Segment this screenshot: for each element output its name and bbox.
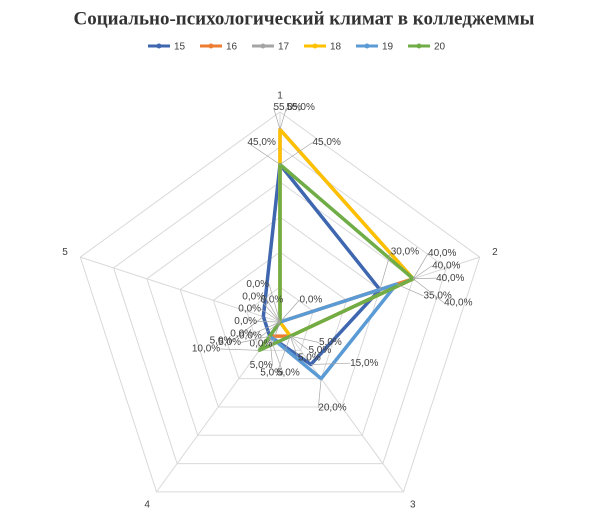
legend-marker xyxy=(364,43,370,49)
data-label: 5,0% xyxy=(218,337,241,348)
leader-line xyxy=(260,308,281,323)
leader-line xyxy=(279,142,313,165)
data-label: 55,0% xyxy=(287,102,315,113)
series-line xyxy=(261,162,382,367)
data-label: 15,0% xyxy=(350,358,378,369)
data-label: 40,0% xyxy=(432,260,460,271)
data-label: 0,0% xyxy=(300,295,323,306)
leader-line xyxy=(232,316,264,341)
leader-line xyxy=(240,335,270,343)
leader-line xyxy=(379,251,392,290)
axis-label: 4 xyxy=(144,499,150,510)
leader-line xyxy=(247,142,281,165)
leader-line xyxy=(412,278,445,304)
legend-marker xyxy=(312,43,318,49)
leader-line xyxy=(268,284,281,323)
grid-ring xyxy=(179,216,381,408)
leader-line xyxy=(290,335,309,351)
grid-ring xyxy=(79,111,481,493)
leader-line xyxy=(276,336,291,374)
data-label: 45,0% xyxy=(313,137,341,148)
legend-marker xyxy=(260,43,266,49)
legend-marker xyxy=(416,43,422,49)
data-label: 45,0% xyxy=(248,137,276,148)
data-label: 35,0% xyxy=(423,291,451,302)
data-label: 0,0% xyxy=(242,291,265,302)
legend-marker xyxy=(208,43,214,49)
data-label: 5,0% xyxy=(308,345,331,356)
data-label: 55,0% xyxy=(274,102,302,113)
axis-label: 1 xyxy=(277,91,283,102)
leader-line xyxy=(396,283,424,297)
leader-line xyxy=(269,336,284,374)
data-label: 40,0% xyxy=(436,273,464,284)
leader-line xyxy=(271,321,281,344)
leader-line xyxy=(310,362,351,365)
data-label: 5,0% xyxy=(277,368,300,379)
legend-label: 17 xyxy=(278,42,290,53)
legend-label: 15 xyxy=(174,42,186,53)
axis-label: 2 xyxy=(492,247,498,258)
leader-line xyxy=(279,107,287,130)
data-label: 5,0% xyxy=(210,335,233,346)
data-label: 20,0% xyxy=(318,403,346,414)
leader-line xyxy=(257,321,281,323)
leader-line xyxy=(260,299,281,323)
series-line xyxy=(257,162,415,353)
data-label: 40,0% xyxy=(428,248,456,259)
leader-line xyxy=(269,336,273,366)
grid-ring xyxy=(146,181,414,436)
data-label: 5,0% xyxy=(260,368,283,379)
data-label: 40,0% xyxy=(444,297,472,308)
data-label: 0,0% xyxy=(261,295,284,306)
legend-label: 18 xyxy=(330,42,342,53)
data-label: 0,0% xyxy=(239,331,262,342)
leader-line xyxy=(413,277,437,280)
leader-line xyxy=(264,296,281,323)
data-label: 0,0% xyxy=(234,316,257,327)
data-label: 30,0% xyxy=(391,246,419,257)
spoke xyxy=(80,256,281,323)
legend-marker xyxy=(156,43,162,49)
leader-line xyxy=(289,336,299,358)
leader-line xyxy=(220,348,260,351)
spoke xyxy=(279,321,404,493)
axis-label: 3 xyxy=(410,499,416,510)
chart-title: Социально-психологический климат в колле… xyxy=(74,8,535,29)
data-label: 0,0% xyxy=(250,338,273,349)
leader-line xyxy=(261,321,281,337)
leader-line xyxy=(412,253,429,279)
grid-ring xyxy=(212,251,348,380)
data-label: 0,0% xyxy=(230,328,253,339)
axis-label: 5 xyxy=(62,247,68,258)
data-label: 10,0% xyxy=(192,344,220,355)
leader-line xyxy=(279,299,300,323)
data-label: 5,0% xyxy=(319,337,342,348)
data-label: 5,0% xyxy=(250,360,273,371)
leader-line xyxy=(412,265,433,280)
leader-line xyxy=(290,335,320,343)
leader-line xyxy=(273,107,281,130)
leader-line xyxy=(252,321,281,335)
leader-line xyxy=(317,378,322,408)
data-label: 5,0% xyxy=(298,352,321,363)
legend-label: 19 xyxy=(382,42,394,53)
legend-label: 16 xyxy=(226,42,238,53)
data-label: 0,0% xyxy=(246,279,269,290)
data-label: 0,0% xyxy=(238,304,261,315)
grid-ring xyxy=(246,286,314,351)
legend-label: 20 xyxy=(434,42,446,53)
grid-ring xyxy=(112,146,448,465)
